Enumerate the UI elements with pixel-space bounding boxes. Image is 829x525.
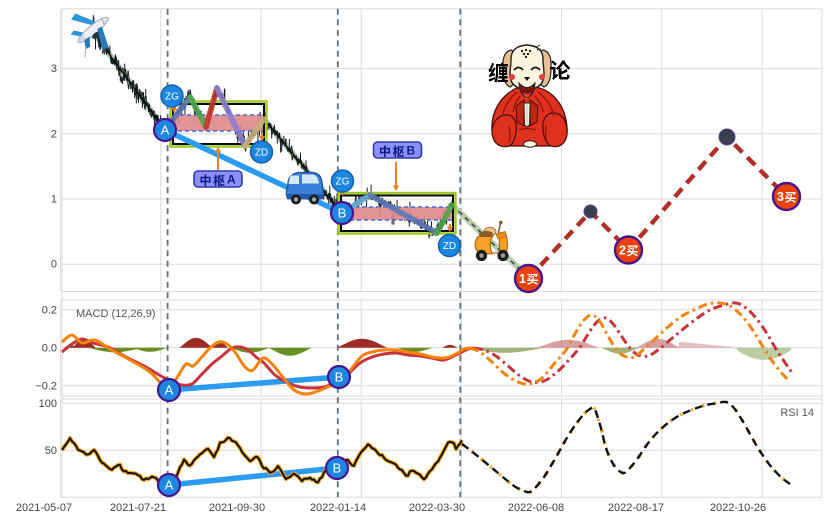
svg-text:1: 1 [51, 194, 57, 206]
svg-text:100: 100 [39, 398, 57, 410]
svg-text:3: 3 [777, 190, 784, 204]
svg-text:0: 0 [51, 259, 57, 271]
svg-text:B: B [333, 461, 342, 476]
svg-text:A: A [227, 173, 236, 187]
svg-text:ZD: ZD [443, 241, 456, 252]
svg-text:3: 3 [51, 63, 57, 75]
svg-text:ZD: ZD [255, 148, 268, 159]
svg-text:A: A [165, 478, 174, 493]
svg-text:B: B [407, 144, 416, 158]
svg-text:2021-05-07: 2021-05-07 [16, 502, 72, 514]
svg-text:RSI 14: RSI 14 [780, 407, 814, 419]
svg-text:B: B [335, 370, 344, 385]
svg-text:−0.2: −0.2 [35, 380, 57, 392]
svg-text:2021-09-30: 2021-09-30 [209, 502, 265, 514]
svg-text:ZG: ZG [165, 92, 179, 103]
svg-text:MACD (12,26,9): MACD (12,26,9) [76, 308, 155, 320]
svg-text:ZG: ZG [336, 177, 350, 188]
svg-text:2022-03-30: 2022-03-30 [409, 502, 465, 514]
svg-text:2022-01-14: 2022-01-14 [310, 502, 366, 514]
svg-text:0.0: 0.0 [42, 342, 57, 354]
svg-text:2021-07-21: 2021-07-21 [110, 502, 166, 514]
svg-text:2: 2 [51, 128, 57, 140]
svg-text:2022-08-17: 2022-08-17 [608, 502, 664, 514]
svg-text:1: 1 [519, 272, 526, 286]
svg-text:B: B [338, 206, 347, 221]
svg-text:2022-10-26: 2022-10-26 [710, 502, 766, 514]
svg-text:2: 2 [619, 244, 626, 258]
svg-text:2022-06-08: 2022-06-08 [508, 502, 564, 514]
svg-text:A: A [161, 123, 170, 138]
svg-text:A: A [165, 383, 174, 398]
svg-text:0.2: 0.2 [42, 304, 57, 316]
svg-text:50: 50 [45, 445, 57, 457]
